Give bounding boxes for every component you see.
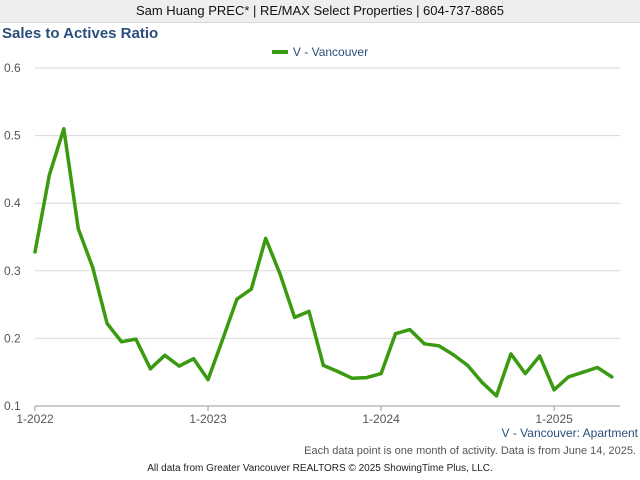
data-point bbox=[509, 352, 513, 356]
y-tick-label: 0.2 bbox=[4, 331, 21, 345]
data-point bbox=[192, 357, 196, 361]
data-point bbox=[595, 365, 599, 370]
data-point bbox=[249, 287, 253, 291]
data-point bbox=[62, 127, 66, 131]
x-tick-label: 1-2022 bbox=[16, 412, 54, 426]
data-point bbox=[292, 315, 297, 320]
y-tick-label: 0.6 bbox=[4, 61, 21, 75]
series-line bbox=[33, 127, 614, 398]
data-point bbox=[466, 363, 470, 368]
data-point bbox=[177, 364, 181, 368]
data-point bbox=[307, 309, 311, 313]
data-point bbox=[437, 344, 441, 348]
header-bar: Sam Huang PREC* | RE/MAX Select Properti… bbox=[0, 0, 640, 23]
data-point bbox=[278, 272, 282, 276]
data-point bbox=[480, 380, 484, 384]
data-point bbox=[566, 375, 571, 379]
x-tick-label: 1-2023 bbox=[189, 412, 227, 426]
data-point bbox=[365, 376, 369, 380]
data-point bbox=[321, 363, 325, 368]
data-point bbox=[422, 342, 426, 346]
y-tick-label: 0.3 bbox=[4, 264, 21, 278]
data-point bbox=[552, 388, 556, 392]
data-point bbox=[33, 250, 37, 254]
data-point bbox=[451, 353, 455, 357]
y-tick-label: 0.5 bbox=[4, 129, 21, 143]
data-point bbox=[163, 353, 167, 357]
legend-label: V - Vancouver bbox=[292, 45, 369, 59]
data-point bbox=[220, 338, 225, 342]
legend-swatch bbox=[271, 49, 288, 54]
data-point bbox=[523, 371, 527, 376]
chart-subtitle: V - Vancouver: Apartment bbox=[501, 426, 638, 440]
data-point bbox=[76, 227, 80, 231]
data-point bbox=[610, 375, 614, 379]
data-point bbox=[494, 394, 499, 398]
data-point bbox=[119, 340, 124, 344]
data-point bbox=[264, 236, 268, 240]
y-tick-label: 0.4 bbox=[4, 196, 21, 210]
data-point bbox=[235, 297, 239, 301]
chart-title: Sales to Actives Ratio bbox=[2, 25, 159, 42]
legend: V - Vancouver bbox=[0, 44, 640, 60]
data-point bbox=[350, 376, 354, 380]
data-point bbox=[581, 370, 585, 374]
x-tick-label: 1-2025 bbox=[535, 412, 573, 426]
data-point bbox=[408, 328, 412, 332]
data-point bbox=[538, 354, 542, 358]
data-point bbox=[206, 378, 210, 382]
data-point bbox=[336, 369, 340, 374]
footnote: Each data point is one month of activity… bbox=[304, 445, 636, 457]
data-point bbox=[105, 321, 109, 326]
data-point bbox=[134, 337, 138, 341]
data-point bbox=[47, 173, 52, 177]
data-point bbox=[91, 265, 95, 270]
data-point bbox=[148, 367, 152, 371]
y-tick-label: 0.1 bbox=[4, 399, 21, 413]
data-point bbox=[379, 371, 383, 376]
x-tick-label: 1-2024 bbox=[362, 412, 400, 426]
copyright-notice: All data from Greater Vancouver REALTORS… bbox=[147, 463, 493, 474]
data-point bbox=[393, 332, 398, 336]
